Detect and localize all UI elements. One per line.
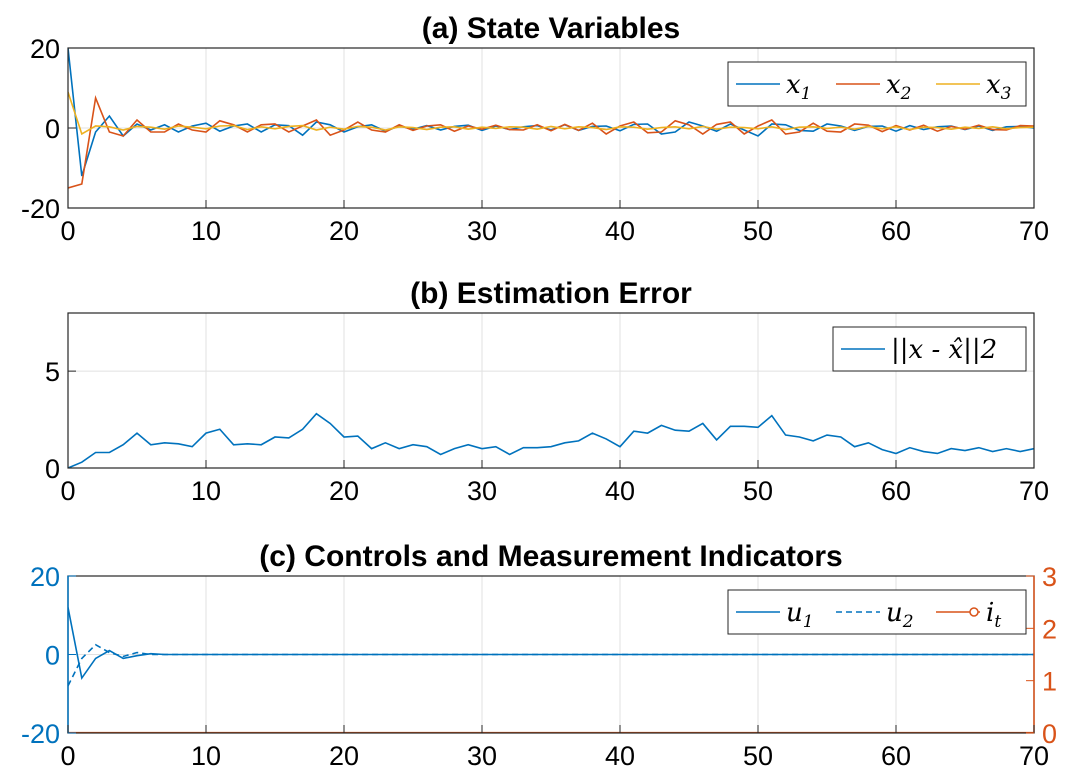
legend: u1 u2 it bbox=[727, 589, 1027, 635]
chart-title: (a) State Variables bbox=[422, 12, 680, 45]
y2-tick-label: 3 bbox=[1042, 562, 1057, 592]
legend-label-it: it bbox=[986, 598, 1001, 632]
axes-box bbox=[67, 312, 1035, 469]
y-tick-label: 0 bbox=[45, 454, 60, 484]
x-tick-label: 10 bbox=[191, 476, 221, 506]
x-tick-label: 50 bbox=[743, 216, 773, 246]
y-tick-label: -20 bbox=[21, 194, 60, 224]
legend-label-||x - x̂||2: ||x - x̂||2 bbox=[891, 335, 997, 365]
y-tick-label: 0 bbox=[45, 114, 60, 144]
series-line-||x - x̂||2 bbox=[68, 412, 1034, 468]
legend: ||x - x̂||2 bbox=[832, 326, 1027, 372]
x-tick-label: 40 bbox=[605, 741, 635, 771]
chart-panel-2: (c) Controls and Measurement Indicators 0… bbox=[21, 540, 1057, 771]
x-tick-label: 20 bbox=[329, 741, 359, 771]
y-tick-label: -20 bbox=[21, 719, 60, 749]
series-line-u2 bbox=[68, 643, 1034, 687]
x-tick-label: 70 bbox=[1019, 476, 1049, 506]
x-tick-label: 50 bbox=[743, 741, 773, 771]
legend-label-x1: x1 bbox=[786, 70, 812, 104]
legend-marker-it bbox=[969, 607, 979, 617]
x-tick-label: 10 bbox=[191, 741, 221, 771]
y2-tick-label: 0 bbox=[1042, 719, 1057, 749]
x-tick-label: 20 bbox=[329, 476, 359, 506]
legend-label-u2: u2 bbox=[886, 598, 914, 632]
y2-tick-label: 2 bbox=[1042, 614, 1057, 644]
x-tick-label: 70 bbox=[1019, 741, 1049, 771]
x-tick-label: 60 bbox=[881, 741, 911, 771]
y2-tick-label: 1 bbox=[1042, 667, 1057, 697]
legend: x1 x2 x3 bbox=[727, 61, 1027, 107]
x-tick-label: 40 bbox=[605, 476, 635, 506]
x-tick-label: 30 bbox=[467, 741, 497, 771]
legend-label-u1: u1 bbox=[786, 598, 814, 632]
x-tick-label: 60 bbox=[881, 476, 911, 506]
chart-title: (c) Controls and Measurement Indicators bbox=[259, 540, 842, 573]
x-tick-label: 20 bbox=[329, 216, 359, 246]
x-tick-label: 30 bbox=[467, 216, 497, 246]
x-tick-label: 70 bbox=[1019, 216, 1049, 246]
y-tick-label: 20 bbox=[30, 562, 60, 592]
y-tick-label: 5 bbox=[45, 357, 60, 387]
legend-label-x2: x2 bbox=[886, 70, 912, 104]
x-tick-label: 40 bbox=[605, 216, 635, 246]
x-tick-label: 10 bbox=[191, 216, 221, 246]
series-line-x2 bbox=[68, 95, 1034, 189]
x-tick-label: 0 bbox=[60, 216, 75, 246]
x-tick-label: 50 bbox=[743, 476, 773, 506]
series-line-x3 bbox=[68, 91, 1034, 136]
chart-title: (b) Estimation Error bbox=[410, 277, 692, 310]
x-tick-label: 0 bbox=[60, 741, 75, 771]
x-tick-label: 60 bbox=[881, 216, 911, 246]
chart-panel-1: (b) Estimation Error 0 10 20 30 40 50 60 70 0 5 ||x… bbox=[45, 277, 1049, 506]
y-tick-label: 20 bbox=[30, 34, 60, 64]
x-tick-label: 0 bbox=[60, 476, 75, 506]
x-tick-label: 30 bbox=[467, 476, 497, 506]
y-tick-label: 0 bbox=[45, 641, 60, 671]
legend-label-x3: x3 bbox=[986, 70, 1012, 104]
